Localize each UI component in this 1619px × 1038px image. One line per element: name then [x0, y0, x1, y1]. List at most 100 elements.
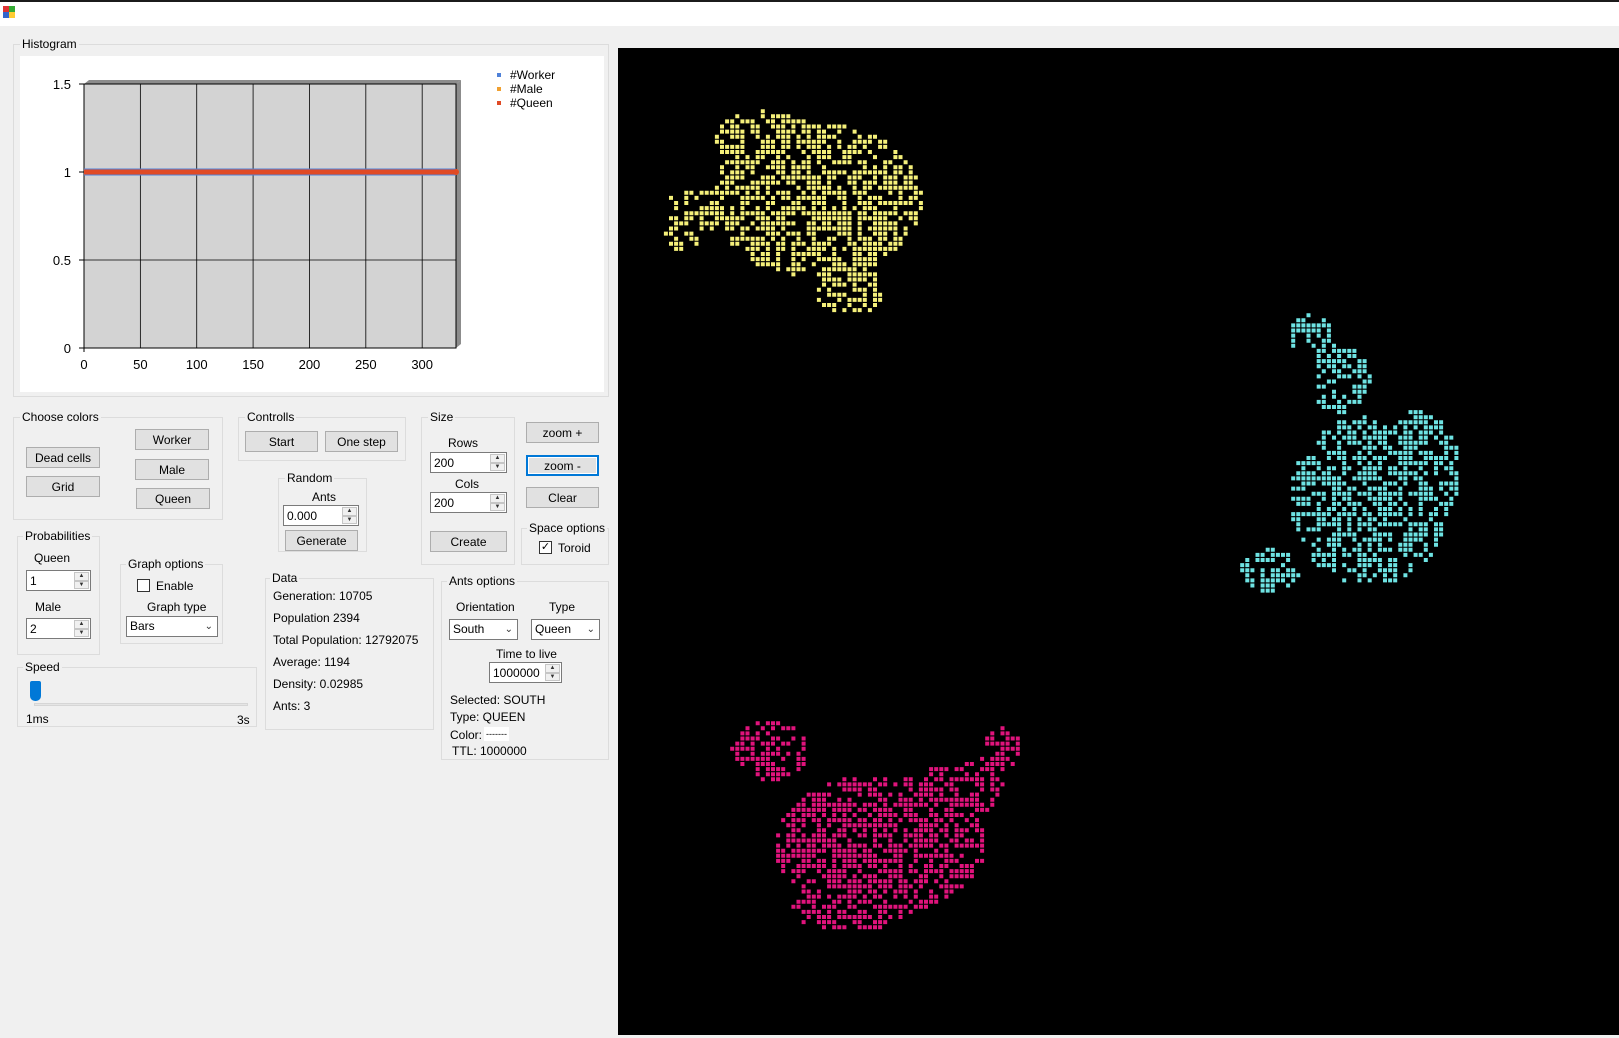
speed-slider-track[interactable] — [34, 703, 248, 706]
space-options-title: Space options — [527, 520, 608, 536]
speed-title: Speed — [23, 659, 62, 675]
probabilities-group: Probabilities Queen ▲▼ Male ▲▼ — [17, 528, 100, 655]
live-cells — [663, 109, 923, 313]
time-to-live-input[interactable] — [491, 664, 545, 681]
graph-options-title: Graph options — [126, 556, 206, 572]
orientation-select[interactable]: South ⌄ — [449, 619, 518, 640]
grid-color-button[interactable]: Grid — [26, 476, 100, 497]
male-probability-spinner[interactable]: ▲ ▼ — [74, 620, 89, 637]
male-probability-stepper[interactable]: ▲▼ — [26, 618, 91, 639]
live-cells — [1240, 313, 1459, 593]
speed-group: Speed 1ms 3s — [17, 659, 257, 727]
rows-stepper[interactable]: ▲▼ — [430, 452, 507, 473]
cyan-colony — [1240, 313, 1459, 593]
graph-options-group: Graph options Enable Graph type Bars ⌄ — [120, 556, 223, 644]
speed-max-label: 3s — [237, 713, 250, 727]
zoom-out-button[interactable]: zoom - — [526, 455, 599, 476]
generation-text: Generation: 10705 — [273, 589, 373, 603]
data-group: Data Generation: 10705 Population 2394 T… — [265, 570, 434, 730]
chevron-down-icon: ⌄ — [204, 621, 213, 632]
toroid-label: Toroid — [558, 541, 591, 555]
histogram-group: Histogram 0 50 100 150 200 250 300 0 0.5 1 1.5 #Wor… — [13, 36, 609, 397]
live-cells — [730, 721, 1020, 930]
selected-orientation-text: Selected: SOUTH — [450, 693, 546, 707]
title-bar — [0, 2, 1619, 26]
simulation-grid[interactable] — [618, 48, 1619, 1035]
cols-label: Cols — [455, 477, 480, 491]
selected-ttl-text: TTL: 1000000 — [452, 744, 527, 758]
space-options-group: Space options ✓ Toroid — [521, 520, 609, 565]
random-ants-stepper[interactable]: ▲▼ — [283, 505, 359, 526]
plot-area — [83, 83, 457, 349]
yellow-colony — [663, 109, 923, 313]
average-text: Average: 1194 — [273, 655, 350, 669]
one-step-button[interactable]: One step — [325, 431, 398, 452]
histogram-title: Histogram — [20, 36, 79, 52]
x-tick-label: 300 — [411, 357, 433, 372]
selected-type-text: Type: QUEEN — [450, 710, 526, 724]
histogram-chart: 0 50 100 150 200 250 300 0 0.5 1 1.5 #Worker#Male#Q… — [53, 68, 555, 372]
legend-label: #Worker — [510, 68, 555, 82]
queen-probability-spinner[interactable]: ▲ ▼ — [74, 572, 89, 589]
plot-depth-side — [456, 80, 461, 348]
graph-type-label: Graph type — [147, 600, 207, 614]
histogram-chart-area: 0 50 100 150 200 250 300 0 0.5 1 1.5 #Worker #Male #Q… — [20, 56, 604, 392]
generate-button[interactable]: Generate — [285, 530, 358, 551]
cols-input[interactable] — [432, 494, 490, 511]
create-button[interactable]: Create — [430, 531, 507, 552]
cols-spinner[interactable]: ▲ ▼ — [490, 494, 505, 511]
legend-marker — [497, 73, 501, 77]
time-to-live-spinner[interactable]: ▲ ▼ — [545, 664, 560, 681]
rows-spinner[interactable]: ▲ ▼ — [490, 454, 505, 471]
ants-options-title: Ants options — [447, 573, 518, 589]
dead-cells-color-button[interactable]: Dead cells — [26, 447, 100, 468]
size-title: Size — [428, 409, 456, 425]
rows-input[interactable] — [432, 454, 490, 471]
y-tick-label: 0.5 — [53, 253, 71, 268]
legend-label: #Queen — [510, 96, 553, 110]
ants-options-group: Ants options Orientation South ⌄ Type Qu… — [441, 573, 609, 760]
male-color-button[interactable]: Male — [135, 459, 209, 480]
app-icon — [3, 6, 15, 18]
enable-graph-checkbox[interactable] — [137, 579, 150, 592]
simulation-canvas[interactable] — [618, 48, 1619, 1035]
time-to-live-label: Time to live — [496, 647, 557, 661]
legend-marker — [497, 101, 501, 105]
graph-type-select[interactable]: Bars ⌄ — [126, 616, 218, 637]
worker-color-button[interactable]: Worker — [135, 429, 209, 450]
ant-type-value: Queen — [535, 622, 572, 636]
enable-graph-label: Enable — [156, 579, 194, 593]
random-ants-spinner[interactable]: ▲ ▼ — [342, 507, 357, 524]
queen-probability-stepper[interactable]: ▲▼ — [26, 570, 91, 591]
random-title: Random — [285, 470, 335, 486]
window-top-border — [0, 0, 1619, 2]
legend-marker — [497, 87, 501, 91]
clear-button[interactable]: Clear — [526, 487, 599, 508]
x-tick-label: 200 — [299, 357, 321, 372]
queen-probability-input[interactable] — [28, 572, 74, 589]
controls-title: Controlls — [245, 409, 297, 425]
ant-type-select[interactable]: Queen ⌄ — [531, 619, 600, 640]
toroid-checkbox[interactable]: ✓ — [539, 541, 552, 554]
queen-color-button[interactable]: Queen — [136, 488, 210, 509]
size-group: Size Rows ▲▼ Cols ▲▼ Create — [421, 409, 515, 565]
start-button[interactable]: Start — [245, 431, 318, 452]
cols-stepper[interactable]: ▲▼ — [430, 492, 507, 513]
zoom-in-button[interactable]: zoom + — [526, 422, 599, 443]
selected-color-swatch: ------- — [484, 727, 509, 741]
orientation-value: South — [453, 622, 485, 636]
male-probability-input[interactable] — [28, 620, 74, 637]
random-ants-label: Ants — [312, 490, 337, 504]
random-ants-input[interactable] — [285, 507, 341, 524]
speed-slider-thumb[interactable] — [30, 681, 41, 701]
time-to-live-stepper[interactable]: ▲▼ — [489, 662, 562, 683]
graph-type-value: Bars — [130, 619, 155, 633]
x-tick-label: 150 — [242, 357, 264, 372]
total-population-text: Total Population: 12792075 — [273, 633, 419, 647]
plot-depth-top — [84, 80, 461, 84]
x-tick-label: 100 — [186, 357, 208, 372]
speed-min-label: 1ms — [26, 712, 49, 726]
probabilities-title: Probabilities — [23, 528, 93, 544]
ants-count-text: Ants: 3 — [273, 699, 311, 713]
selected-color-label: Color: — [450, 728, 483, 742]
